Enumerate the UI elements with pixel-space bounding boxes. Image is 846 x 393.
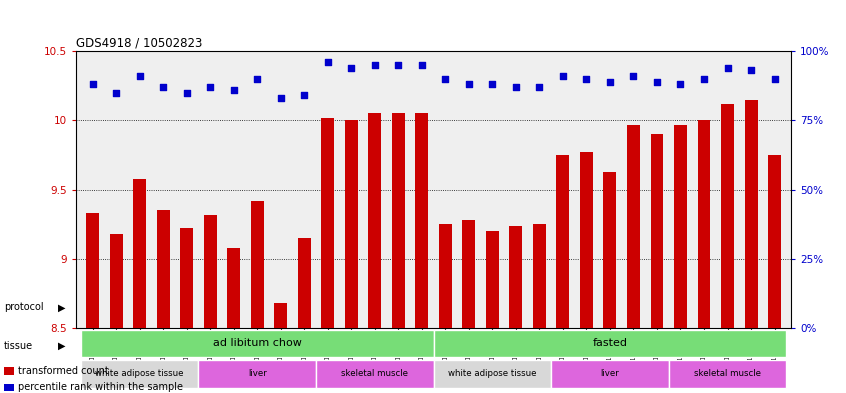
Bar xyxy=(274,303,287,328)
Point xyxy=(203,84,217,90)
Bar xyxy=(433,360,551,387)
Point xyxy=(509,84,523,90)
Bar xyxy=(157,210,169,328)
Text: ad libitum chow: ad libitum chow xyxy=(213,338,302,348)
Text: skeletal muscle: skeletal muscle xyxy=(341,369,409,378)
Bar xyxy=(627,125,640,328)
Bar xyxy=(603,172,617,328)
Point xyxy=(697,75,711,82)
Bar xyxy=(110,234,123,328)
Point xyxy=(133,73,146,79)
Bar xyxy=(439,224,452,328)
Bar xyxy=(486,231,499,328)
Point xyxy=(227,87,240,93)
Point xyxy=(533,84,547,90)
Point xyxy=(438,75,452,82)
Point xyxy=(768,75,782,82)
Point xyxy=(274,95,288,101)
Bar xyxy=(463,220,475,328)
Bar xyxy=(298,238,310,328)
Point xyxy=(180,90,194,96)
Text: tissue: tissue xyxy=(4,341,33,351)
Bar xyxy=(509,226,522,328)
Text: fasted: fasted xyxy=(592,338,628,348)
Bar xyxy=(557,155,569,328)
Bar xyxy=(133,178,146,328)
Bar xyxy=(698,120,711,328)
Bar xyxy=(180,228,193,328)
Bar xyxy=(368,114,382,328)
Text: ▶: ▶ xyxy=(58,341,65,351)
Point xyxy=(368,62,382,68)
Point xyxy=(250,75,264,82)
Bar xyxy=(392,114,404,328)
Point xyxy=(462,81,475,88)
Bar xyxy=(86,213,99,328)
Text: white adipose tissue: white adipose tissue xyxy=(448,369,536,378)
Bar xyxy=(668,360,786,387)
Text: percentile rank within the sample: percentile rank within the sample xyxy=(18,382,183,393)
Bar xyxy=(674,125,687,328)
Text: liver: liver xyxy=(601,369,619,378)
Text: GDS4918 / 10502823: GDS4918 / 10502823 xyxy=(76,36,202,49)
Point xyxy=(744,67,758,73)
Point xyxy=(321,59,334,65)
Text: ▶: ▶ xyxy=(58,302,65,312)
Text: liver: liver xyxy=(248,369,266,378)
Bar xyxy=(580,152,593,328)
Point xyxy=(415,62,429,68)
Point xyxy=(344,64,358,71)
Bar xyxy=(651,134,663,328)
Point xyxy=(651,79,664,85)
Bar xyxy=(321,118,334,328)
Bar xyxy=(81,360,199,387)
Point xyxy=(298,92,311,99)
Text: white adipose tissue: white adipose tissue xyxy=(96,369,184,378)
Point xyxy=(109,90,123,96)
Bar xyxy=(228,248,240,328)
Bar xyxy=(721,104,734,328)
Bar xyxy=(204,215,217,328)
Text: protocol: protocol xyxy=(4,302,44,312)
Point xyxy=(85,81,99,88)
Point xyxy=(627,73,640,79)
Bar xyxy=(551,360,668,387)
Point xyxy=(392,62,405,68)
Point xyxy=(556,73,569,79)
Bar xyxy=(433,330,786,357)
Bar xyxy=(316,360,433,387)
Bar xyxy=(81,330,433,357)
Point xyxy=(721,64,734,71)
Point xyxy=(580,75,593,82)
Bar xyxy=(199,360,316,387)
Point xyxy=(157,84,170,90)
Point xyxy=(673,81,687,88)
Bar xyxy=(415,114,428,328)
Bar xyxy=(768,155,781,328)
Bar xyxy=(744,99,757,328)
Bar xyxy=(533,224,546,328)
Bar xyxy=(250,201,264,328)
Text: transformed count: transformed count xyxy=(18,366,108,376)
Text: skeletal muscle: skeletal muscle xyxy=(694,369,761,378)
Point xyxy=(486,81,499,88)
Bar xyxy=(345,120,358,328)
Point xyxy=(603,79,617,85)
